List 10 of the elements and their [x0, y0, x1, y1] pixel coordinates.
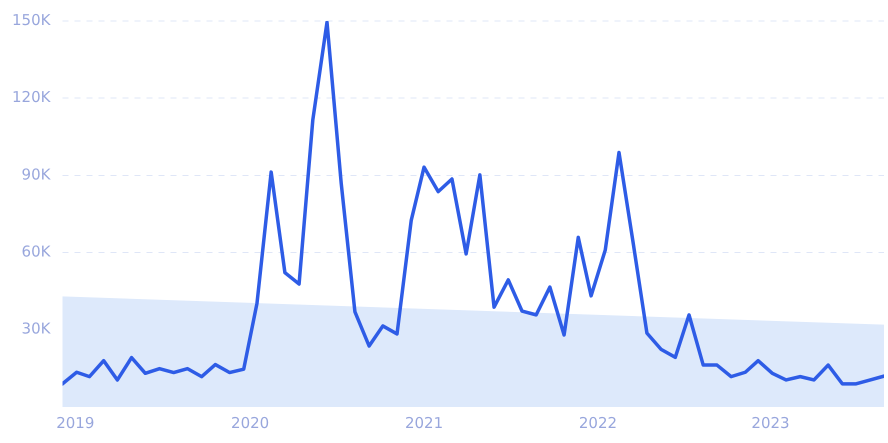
- y-tick-label: 120K: [12, 88, 52, 106]
- x-tick-label: 2020: [231, 414, 270, 432]
- x-tick-label: 2021: [404, 414, 444, 432]
- y-tick-label: 60K: [22, 242, 52, 260]
- y-tick-label: 90K: [22, 165, 52, 184]
- y-tick-label: 150K: [12, 10, 52, 29]
- x-tick-label: 2019: [56, 414, 94, 432]
- x-tick-label: 2022: [578, 414, 618, 432]
- x-tick-label: 2023: [751, 414, 790, 432]
- y-tick-label: 30K: [22, 320, 52, 338]
